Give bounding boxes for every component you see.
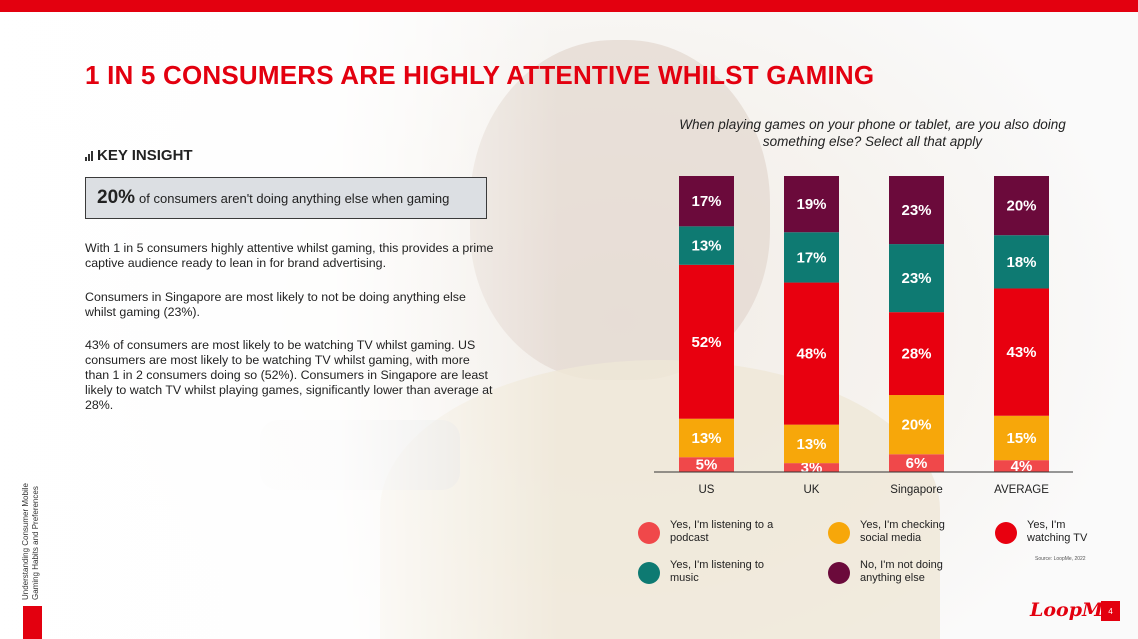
data-label-uk-series-1: 13% [796,436,826,453]
bar-singapore-series-0 [889,454,944,472]
data-label-singapore-series-0: 6% [906,455,928,472]
photo-fade-overlay [0,0,560,639]
data-label-average-series-4: 20% [1006,198,1036,215]
bar-singapore-series-3 [889,244,944,313]
bar-us-series-1 [679,418,734,458]
source-note: Source: LoopMe, 2022 [1035,556,1086,562]
body-paragraph-1: With 1 in 5 consumers highly attentive w… [85,241,494,270]
chart-question: When playing games on your phone or tabl… [679,117,1066,149]
bar-chart-icon [85,150,93,161]
stacked-bar-chart: 5%13%52%13%17%US3%13%48%17%19%UK6%20%28%… [654,176,1073,496]
legend-dot-social-media [828,522,850,544]
legend-item-nothing-else: No, I'm not doing anything else [828,559,970,585]
data-label-us-series-0: 5% [696,457,718,474]
side-label-line-2: Gaming Habits and Preferences [31,486,40,600]
legend-item-social-media: Yes, I'm checking social media [828,519,970,545]
data-label-average-series-1: 15% [1006,430,1036,447]
top-accent-bar [0,0,1138,12]
data-label-singapore-series-1: 20% [901,417,931,434]
data-label-us-series-3: 13% [691,238,721,255]
data-label-us-series-1: 13% [691,430,721,447]
bar-us-series-4 [679,176,734,227]
bar-average-series-1 [994,415,1049,461]
bar-average-series-2 [994,288,1049,416]
data-label-uk-series-2: 48% [796,346,826,363]
legend-dot-nothing-else [828,562,850,584]
body-paragraph-3: 43% of consumers are most likely to be w… [85,338,493,412]
legend-label-music: Yes, I'm listening to music [670,559,765,584]
bar-uk-series-2 [784,282,839,425]
category-label-average: AVERAGE [994,484,1049,496]
chart-legend: Yes, I'm listening to a podcast Yes, I'm… [638,519,1108,589]
key-insight-header: KEY INSIGHT [85,147,193,164]
bar-average-series-4 [994,176,1049,236]
legend-label-nothing-else: No, I'm not doing anything else [860,559,943,584]
legend-dot-music [638,562,660,584]
legend-label-social-media: Yes, I'm checking social media [860,519,945,544]
bar-uk-series-3 [784,232,839,283]
legend-dot-podcast [638,522,660,544]
bar-average-series-3 [994,235,1049,289]
legend-dot-tv [995,522,1017,544]
bar-uk-series-4 [784,176,839,233]
bar-us-series-2 [679,264,734,419]
insight-text: of consumers aren't doing anything else … [139,190,450,206]
side-red-marker [23,606,42,639]
legend-item-music: Yes, I'm listening to music [638,559,780,585]
data-label-us-series-2: 52% [691,334,721,351]
category-label-singapore: Singapore [890,484,942,496]
bar-uk-series-1 [784,424,839,464]
bar-singapore-series-4 [889,176,944,245]
insight-callout-box: 20% of consumers aren't doing anything e… [85,177,487,219]
page-number: 4 [1101,601,1120,621]
data-label-average-series-2: 43% [1006,344,1036,361]
key-insight-label: KEY INSIGHT [97,147,193,164]
legend-label-tv: Yes, I'm watching TV [1027,519,1088,544]
category-label-uk: UK [804,484,820,496]
data-label-uk-series-4: 19% [796,196,826,213]
legend-item-tv: Yes, I'm watching TV [995,519,1097,545]
legend-label-podcast: Yes, I'm listening to a podcast [670,519,774,544]
category-label-us: US [699,484,715,496]
side-label-line-1: Understanding Consumer Mobile [21,483,30,600]
data-label-average-series-0: 4% [1011,458,1033,475]
bar-singapore-series-2 [889,312,944,396]
bar-uk-series-0 [784,463,839,472]
brand-logo: LoopMe [1030,599,1116,621]
data-label-singapore-series-3: 23% [901,270,931,287]
legend-item-podcast: Yes, I'm listening to a podcast [638,519,780,545]
bar-us-series-3 [679,226,734,265]
data-label-average-series-3: 18% [1006,254,1036,271]
bar-average-series-0 [994,460,1049,472]
body-paragraph-2: Consumers in Singapore are most likely t… [85,290,466,319]
data-label-singapore-series-4: 23% [901,202,931,219]
bar-us-series-0 [679,457,734,472]
data-label-us-series-4: 17% [691,193,721,210]
side-report-label: Understanding Consumer Mobile Gaming Hab… [21,483,41,600]
bar-singapore-series-1 [889,395,944,455]
insight-percentage: 20% [97,187,136,208]
page-title: 1 IN 5 CONSUMERS ARE HIGHLY ATTENTIVE WH… [85,60,875,90]
data-label-uk-series-3: 17% [796,249,826,266]
data-label-singapore-series-2: 28% [901,346,931,363]
